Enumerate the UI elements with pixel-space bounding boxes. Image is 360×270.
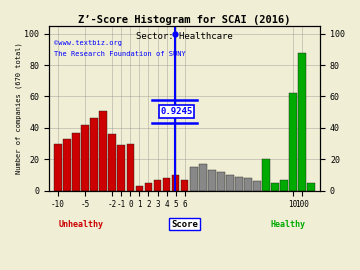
Text: 0.9245: 0.9245 [160,107,193,116]
Bar [280,180,288,191]
Title: Z’-Score Histogram for SCAI (2016): Z’-Score Histogram for SCAI (2016) [78,15,291,25]
Bar [298,52,306,191]
Text: Unhealthy: Unhealthy [59,220,104,229]
Bar [181,180,189,191]
Bar [235,177,243,191]
Bar [108,134,116,191]
Bar [307,183,315,191]
Text: Healthy: Healthy [270,220,305,229]
Bar [63,139,71,191]
Bar [244,178,252,191]
Bar [262,159,270,191]
Bar [190,167,198,191]
Bar [81,125,89,191]
Text: Score: Score [171,220,198,229]
Bar [72,133,80,191]
Bar [271,183,279,191]
Y-axis label: Number of companies (670 total): Number of companies (670 total) [15,42,22,174]
Text: The Research Foundation of SUNY: The Research Foundation of SUNY [54,51,186,57]
Bar [199,164,207,191]
Bar [217,172,225,191]
Bar [145,183,152,191]
Bar [127,144,134,191]
Bar [289,93,297,191]
Bar [163,178,170,191]
Bar [253,181,261,191]
Bar [54,144,62,191]
Bar [208,170,216,191]
Text: Sector: Healthcare: Sector: Healthcare [136,32,233,40]
Bar [136,186,143,191]
Bar [99,111,107,191]
Bar [90,119,98,191]
Bar [117,145,125,191]
Bar [226,175,234,191]
Bar [172,175,179,191]
Text: ©www.textbiz.org: ©www.textbiz.org [54,40,122,46]
Bar [154,180,161,191]
